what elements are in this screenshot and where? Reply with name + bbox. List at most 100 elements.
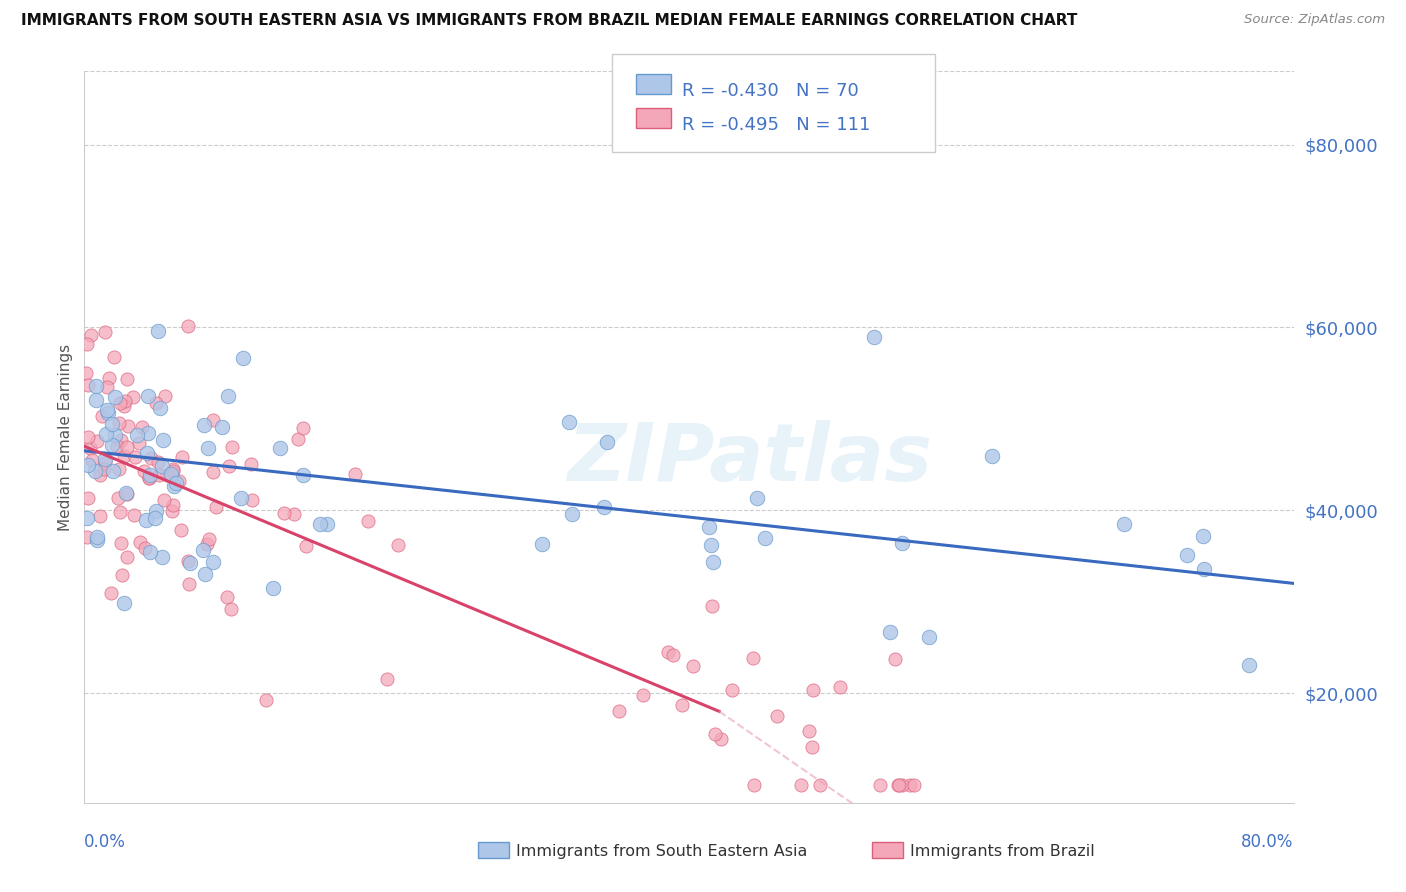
Point [884,652,907,666]
Point [86,434,108,449]
Point [291,420,314,434]
Point [801,682,824,697]
Point [1175,549,1198,563]
Point [283,508,305,522]
Point [135,446,157,460]
Point [111,568,134,582]
Point [86,530,108,544]
Point [918,630,941,644]
Point [221,440,243,454]
Point [232,351,254,365]
Point [343,467,366,481]
Point [1192,529,1215,543]
Point [790,778,813,792]
Point [110,536,132,550]
Point [112,449,135,463]
Point [86,533,108,547]
Point [125,427,148,442]
Point [671,698,693,713]
Point [315,516,337,531]
Point [170,524,193,538]
Point [146,455,169,469]
Point [254,693,277,707]
Point [830,680,852,694]
Point [879,624,901,639]
Point [76,430,98,444]
Point [596,434,619,449]
Point [172,450,194,465]
Point [165,475,187,490]
Point [765,709,787,723]
Point [981,450,1004,464]
Point [156,467,179,482]
Point [117,440,139,454]
Point [160,467,183,481]
Point [177,554,200,568]
Point [607,704,630,718]
Point [145,396,167,410]
Point [561,507,583,521]
Point [211,419,233,434]
Point [112,399,135,413]
Point [139,468,162,483]
Point [149,401,172,416]
Text: R = -0.430   N = 70: R = -0.430 N = 70 [682,82,859,100]
Point [124,450,146,464]
Point [890,778,912,792]
Point [194,567,217,582]
Point [76,530,98,544]
Point [115,487,138,501]
Point [308,516,330,531]
Point [108,395,131,409]
Point [131,420,153,434]
Point [152,433,174,447]
Point [138,471,160,485]
Point [720,683,742,698]
Point [179,556,201,570]
Point [704,727,727,741]
Point [112,596,135,610]
Point [138,545,160,559]
Point [76,511,98,525]
Point [76,378,98,392]
Point [121,390,143,404]
Point [115,486,138,500]
Point [89,468,111,483]
Point [1192,562,1215,576]
Point [105,439,128,453]
Point [93,462,115,476]
Point [273,506,295,520]
Point [96,403,118,417]
Point [128,534,150,549]
Point [148,468,170,483]
Point [887,778,910,792]
Point [217,389,239,403]
Point [800,739,823,754]
Point [387,538,409,552]
Point [89,508,111,523]
Point [863,330,886,344]
Point [291,468,314,483]
Point [240,493,263,508]
Point [702,599,724,614]
Point [202,413,225,427]
Point [101,417,124,431]
Point [94,325,117,339]
Point [162,462,184,476]
Text: 80.0%: 80.0% [1241,833,1294,851]
Point [135,513,157,527]
Text: IMMIGRANTS FROM SOUTH EASTERN ASIA VS IMMIGRANTS FROM BRAZIL MEDIAN FEMALE EARNI: IMMIGRANTS FROM SOUTH EASTERN ASIA VS IM… [21,13,1077,29]
Point [262,581,284,595]
Point [100,586,122,600]
Point [101,464,124,478]
Text: R = -0.495   N = 111: R = -0.495 N = 111 [682,116,870,134]
Point [138,470,160,484]
Point [75,366,97,380]
Point [94,456,117,470]
Point [710,731,733,746]
Point [104,428,127,442]
Text: Source: ZipAtlas.com: Source: ZipAtlas.com [1244,13,1385,27]
Point [745,491,768,505]
Point [744,778,766,792]
Point [797,724,820,739]
